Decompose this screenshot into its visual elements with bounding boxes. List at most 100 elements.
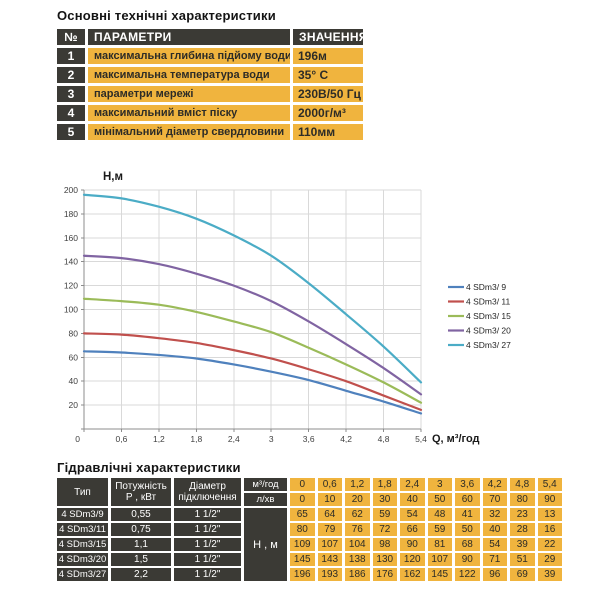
hydro-head-value: 196 — [290, 568, 315, 581]
pump-curve-4-sdm3-11 — [82, 332, 423, 411]
hydro-head-value: 145 — [427, 568, 452, 581]
hydro-flow-lmin-value: 80 — [510, 493, 535, 506]
legend-label: 4 SDm3/ 11 — [466, 297, 511, 307]
hydro-flow-m3-value: 3,6 — [455, 478, 480, 491]
tech-header-param: ПАРАМЕТРИ — [88, 29, 290, 45]
hydro-head-value: 143 — [317, 553, 342, 566]
hydro-diameter-cell: 1 1/2" — [174, 523, 241, 536]
hydro-power-cell: 1,1 — [111, 538, 171, 551]
x-tick-label: 4,8 — [378, 434, 390, 444]
hydro-head-value: 138 — [345, 553, 370, 566]
tech-row-num: 1 — [57, 48, 85, 64]
hydro-head-value: 66 — [400, 523, 425, 536]
hydro-diameter-cell: 1 1/2" — [174, 553, 241, 566]
hydro-flow-m3-value: 0,6 — [317, 478, 342, 491]
x-tick-label: 2,4 — [228, 434, 240, 444]
y-tick-label: 80 — [69, 328, 79, 338]
tech-row-value: 110мм — [293, 124, 363, 140]
hydro-header-diameter-line2: підключення — [178, 492, 237, 503]
hydraulic-table: Тип Потужність Р , кВт Діаметр підключен… — [57, 478, 562, 581]
pump-curves-svg: 20 40 60 80 100 120 140 160 180 200 0 0,6 1,2 1,8 2,4 3… — [64, 171, 511, 445]
tech-row-num: 3 — [57, 86, 85, 102]
y-tick-label: 60 — [69, 352, 79, 362]
hydro-head-value: 13 — [537, 508, 562, 521]
tech-specs-table: № ПАРАМЕТРИ ЗНАЧЕННЯ 1 максимальна глибин… — [57, 29, 363, 140]
hydro-head-value: 59 — [427, 523, 452, 536]
x-tick-label: 5,4 — [415, 434, 427, 444]
tech-row-value: 35° С — [293, 67, 363, 83]
hydro-head-value: 23 — [510, 508, 535, 521]
hydro-header-diameter-line1: Діаметр — [189, 481, 226, 492]
hydro-head-value: 109 — [290, 538, 315, 551]
hydro-head-value: 90 — [455, 553, 480, 566]
hydro-flow-lmin-value: 0 — [290, 493, 315, 506]
hydro-head-value: 122 — [455, 568, 480, 581]
hydro-type-cell: 4 SDm3/20 — [57, 553, 108, 566]
hydro-diameter-cell: 1 1/2" — [174, 508, 241, 521]
hydro-flow-lmin-value: 60 — [455, 493, 480, 506]
hydro-header-power-line2: Р , кВт — [125, 492, 157, 503]
tech-row-param: максимальна глибина підйому води — [88, 48, 290, 64]
hydro-flow-lmin-value: 70 — [482, 493, 507, 506]
hydro-head-value: 54 — [400, 508, 425, 521]
hydro-header-diameter: Діаметр підключення — [174, 478, 241, 506]
tech-row-num: 5 — [57, 124, 85, 140]
tech-row-param: максимальна температура води — [88, 67, 290, 83]
x-tick-label: 1,2 — [153, 434, 165, 444]
hydro-head-value: 50 — [455, 523, 480, 536]
hydro-diameter-cell: 1 1/2" — [174, 538, 241, 551]
hydro-diameter-cell: 1 1/2" — [174, 568, 241, 581]
hydro-flow-lmin-value: 20 — [345, 493, 370, 506]
hydro-head-value: 176 — [372, 568, 397, 581]
tech-row-value: 230В/50 Гц — [293, 86, 363, 102]
hydro-head-value: 28 — [510, 523, 535, 536]
hydro-head-value: 130 — [372, 553, 397, 566]
hydro-flow-m3-value: 3 — [427, 478, 452, 491]
hydro-head-value: 79 — [317, 523, 342, 536]
hydro-head-value: 65 — [290, 508, 315, 521]
y-tick-label: 140 — [64, 257, 78, 267]
hydro-head-value: 64 — [317, 508, 342, 521]
hydro-head-value: 68 — [455, 538, 480, 551]
hydro-head-value: 48 — [427, 508, 452, 521]
y-axis-title: Н,м — [103, 171, 123, 183]
hydro-head-value: 40 — [482, 523, 507, 536]
hydro-flow-m3-value: 0 — [290, 478, 315, 491]
hydro-head-value: 76 — [345, 523, 370, 536]
tech-row-param: параметри мережі — [88, 86, 290, 102]
hydro-header-power-line1: Потужність — [115, 481, 167, 492]
hydro-head-value: 41 — [455, 508, 480, 521]
hydro-flow-m3-value: 4,8 — [510, 478, 535, 491]
hydro-head-value: 98 — [372, 538, 397, 551]
tech-header-value: ЗНАЧЕННЯ — [293, 29, 363, 45]
hydro-power-cell: 1,5 — [111, 553, 171, 566]
hydro-flow-lmin-value: 90 — [537, 493, 562, 506]
hydro-head-value: 39 — [537, 568, 562, 581]
tech-row-num: 4 — [57, 105, 85, 121]
pump-curves-chart: 20 40 60 80 100 120 140 160 180 200 0 0,6 1,2 1,8 2,4 3… — [0, 168, 600, 460]
hydro-head-value: 51 — [510, 553, 535, 566]
y-tick-label: 200 — [64, 185, 78, 195]
legend-label: 4 SDm3/ 20 — [466, 326, 511, 336]
hydro-header-flow-m3h: м³/год — [244, 478, 287, 491]
legend-label: 4 SDm3/ 15 — [466, 311, 511, 321]
hydraulic-section-title: Гідравлічні характеристики — [57, 460, 241, 475]
hydro-head-value: 62 — [345, 508, 370, 521]
tech-row-num: 2 — [57, 67, 85, 83]
pump-curve-4-sdm3-9 — [82, 350, 423, 415]
tech-section-title: Основні технічні характеристики — [57, 8, 276, 23]
hydro-type-cell: 4 SDm3/9 — [57, 508, 108, 521]
legend-label: 4 SDm3/ 27 — [466, 340, 511, 350]
hydro-type-cell: 4 SDm3/11 — [57, 523, 108, 536]
hydro-head-value: 71 — [482, 553, 507, 566]
hydro-flow-lmin-value: 30 — [372, 493, 397, 506]
hydro-header-flow-lmin: л/хв — [244, 493, 287, 506]
y-tick-label: 180 — [64, 209, 78, 219]
y-tick-label: 120 — [64, 281, 78, 291]
x-axis-title: Q, м³/год — [432, 433, 480, 445]
hydro-head-value: 96 — [482, 568, 507, 581]
hydro-power-cell: 0,75 — [111, 523, 171, 536]
hydro-power-cell: 2,2 — [111, 568, 171, 581]
hydro-header-type: Тип — [57, 478, 108, 506]
